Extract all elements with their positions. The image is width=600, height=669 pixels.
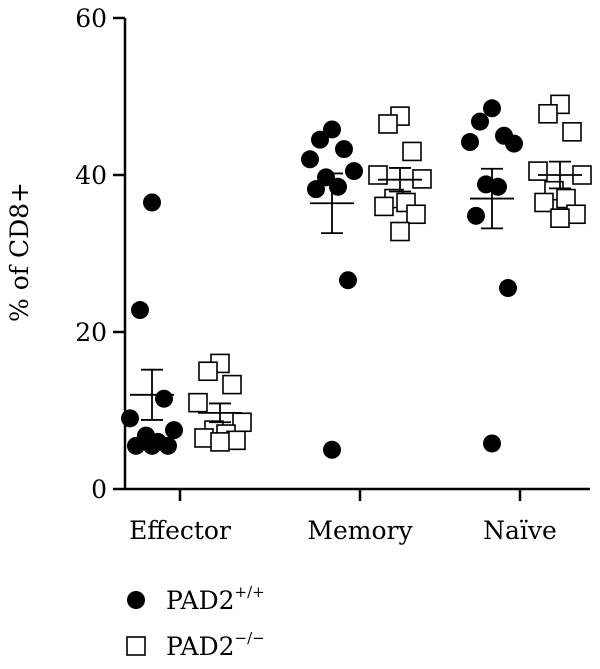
y-tick-label: 20 — [75, 318, 107, 347]
data-point-circle — [339, 271, 357, 290]
data-point-square — [402, 141, 422, 162]
data-point-circle — [467, 206, 485, 225]
data-point-circle — [335, 140, 353, 159]
data-marks — [121, 94, 592, 459]
x-tick-label: Naïve — [483, 516, 557, 545]
y-axis-title: % of CD8+ — [5, 182, 34, 322]
data-point-circle — [159, 436, 177, 455]
data-point-circle — [489, 177, 507, 196]
data-point-circle — [131, 301, 149, 320]
mean-sem-bars — [130, 160, 582, 424]
data-point-circle — [483, 434, 501, 453]
y-tick-label: 0 — [91, 475, 107, 504]
data-point-circle — [143, 193, 161, 212]
data-point-square — [562, 122, 582, 142]
legend-marker-circle — [127, 591, 145, 609]
data-point-square — [188, 392, 208, 413]
axes: 0 20 40 60 Effector Memory Naïve — [75, 4, 590, 545]
data-point-circle — [323, 440, 341, 459]
legend-label-superscript: −/− — [235, 629, 265, 647]
data-point-circle — [311, 130, 329, 149]
data-point-square — [374, 196, 394, 217]
data-point-circle — [307, 180, 325, 199]
legend-marker-square — [126, 636, 146, 656]
data-point-square — [378, 114, 398, 134]
data-point-circle — [127, 436, 145, 455]
data-point-circle — [461, 133, 479, 152]
data-point-square — [222, 374, 242, 395]
data-point-circle — [483, 99, 501, 118]
data-point-square — [556, 188, 576, 209]
data-point-square — [528, 161, 548, 181]
data-point-circle — [143, 436, 161, 455]
legend-label-superscript: +/+ — [235, 583, 265, 601]
data-point-circle — [121, 409, 139, 428]
y-tick-label: 40 — [75, 161, 107, 190]
legend-label: PAD2−/− — [166, 629, 265, 661]
legend-label: PAD2+/+ — [166, 583, 265, 615]
x-tick-label: Effector — [129, 516, 231, 545]
data-point-square — [368, 165, 388, 185]
data-point-circle — [499, 279, 517, 298]
x-tick-label: Memory — [307, 516, 413, 545]
y-tick-label: 60 — [75, 4, 107, 33]
data-point-circle — [155, 389, 173, 408]
data-point-circle — [345, 162, 363, 181]
data-point-circle — [471, 112, 489, 131]
data-point-square — [550, 208, 570, 228]
data-point-circle — [505, 134, 523, 153]
data-point-square — [210, 432, 230, 452]
data-point-circle — [165, 421, 183, 440]
legend: PAD2+/+ PAD2−/− — [126, 583, 265, 661]
data-point-circle — [329, 177, 347, 196]
data-point-square — [406, 204, 426, 225]
data-point-square — [390, 221, 410, 242]
data-point-circle — [301, 150, 319, 169]
data-point-circle — [323, 120, 341, 139]
data-point-square — [538, 103, 558, 124]
data-point-square — [534, 192, 554, 213]
data-point-square — [198, 361, 218, 382]
